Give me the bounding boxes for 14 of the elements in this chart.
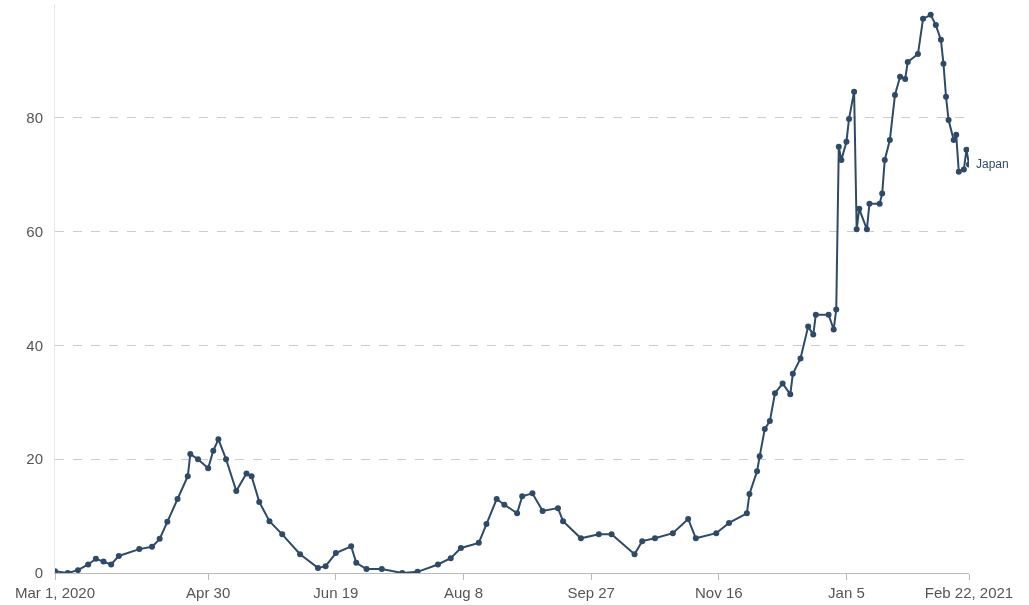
x-tick-label: Aug 8 bbox=[443, 584, 484, 601]
x-tick-label: Feb 22, 2021 bbox=[924, 584, 1014, 601]
y-tick-label: 0 bbox=[34, 564, 43, 582]
x-tick-label: Jun 19 bbox=[313, 584, 359, 601]
y-tick-label: 80 bbox=[26, 109, 43, 127]
x-tick-label: Jan 5 bbox=[828, 584, 865, 601]
x-tick-label: Sep 27 bbox=[567, 584, 615, 601]
y-tick-label: 40 bbox=[26, 336, 43, 354]
series-label: Japan bbox=[976, 157, 1009, 171]
x-tick-label: Apr 30 bbox=[186, 584, 231, 601]
x-tick-label: Mar 1, 2020 bbox=[14, 584, 96, 601]
y-tick-label: 20 bbox=[26, 450, 43, 468]
x-tick-label: Nov 16 bbox=[695, 584, 743, 601]
y-tick-label: 60 bbox=[26, 222, 43, 240]
